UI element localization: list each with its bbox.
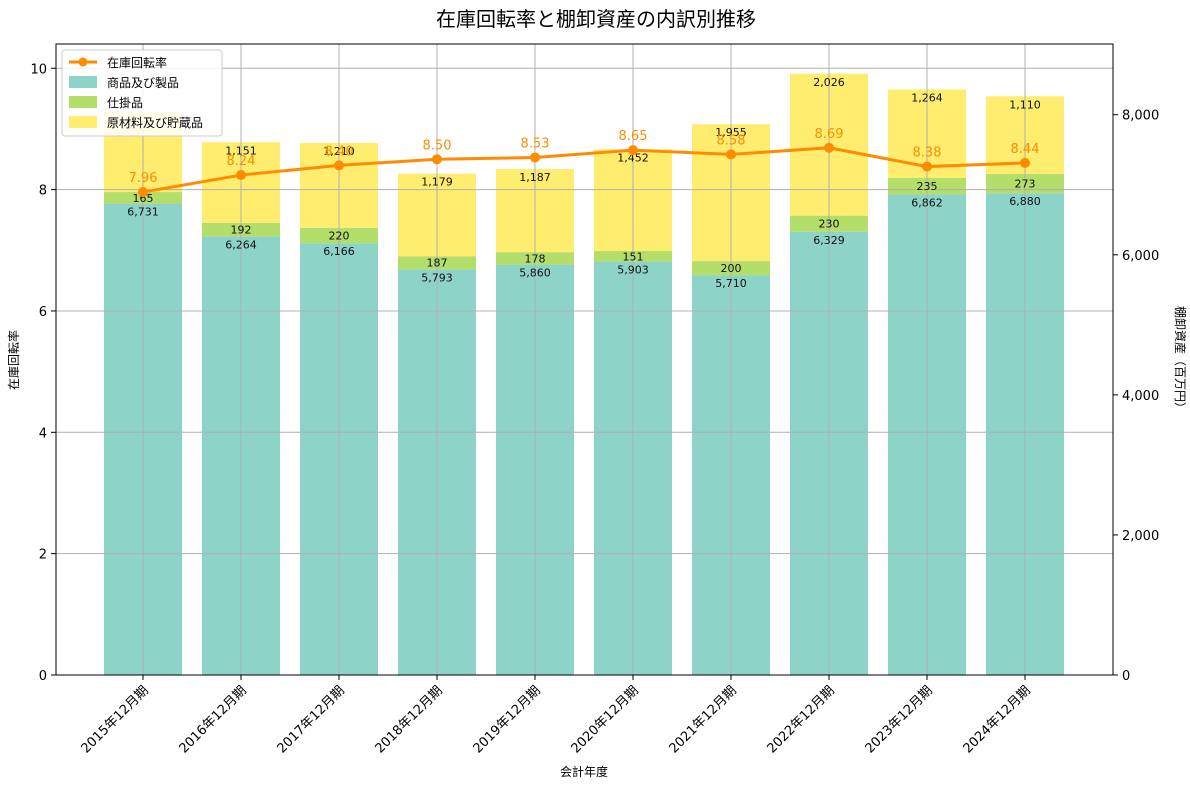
turnover-value-label: 8.44 (1011, 142, 1040, 157)
bar-value-label: 6,329 (813, 234, 845, 247)
bar-value-label: 230 (819, 218, 840, 231)
left-y-tick-label: 8 (39, 184, 47, 199)
right-y-axis-ticks: 0 2,000 4,000 6,000 8,000 (1113, 109, 1159, 684)
left-y-axis-label: 在庫回転率 (6, 330, 21, 390)
bar-value-label: 1,187 (519, 171, 551, 184)
bar-value-labels: 6,7311656,2641921,1516,1662201,2105,7931… (127, 76, 1041, 290)
turnover-value-label: 8.50 (423, 138, 452, 153)
left-y-tick-label: 4 (39, 426, 47, 441)
turnover-value-label: 7.96 (129, 171, 158, 186)
bar-value-label: 5,903 (617, 264, 649, 277)
legend-swatch (69, 96, 97, 108)
bar-value-label: 2,026 (813, 76, 845, 89)
right-y-tick-label: 0 (1122, 669, 1130, 684)
bar-value-label: 1,955 (715, 126, 747, 139)
bar-value-label: 6,731 (127, 206, 159, 219)
bar-value-label: 178 (525, 252, 546, 265)
turnover-line: 7.96 8.24 8.40 8.50 8.53 8.65 8.58 8.69 8.38 8.44 (129, 127, 1040, 198)
turnover-value-label: 8.65 (619, 129, 648, 144)
left-y-axis-ticks: 0 2 4 6 8 10 (30, 62, 56, 684)
bar-value-label: 165 (133, 192, 154, 205)
bar-value-label: 5,793 (421, 271, 453, 284)
legend-swatch-marker (78, 57, 88, 67)
right-y-tick-label: 8,000 (1122, 109, 1159, 124)
bar-value-label: 200 (721, 262, 742, 275)
bar-value-label: 1,210 (323, 145, 355, 158)
turnover-point (530, 152, 540, 163)
legend-label: 原材料及び貯蔵品 (107, 116, 203, 130)
legend-swatch (69, 116, 97, 128)
turnover-point (1020, 157, 1030, 168)
legend-label: 仕掛品 (107, 95, 143, 110)
turnover-point (824, 142, 834, 153)
turnover-value-label: 8.69 (815, 127, 844, 142)
left-y-tick-label: 0 (39, 669, 47, 684)
bar-value-label: 1,110 (1009, 98, 1041, 111)
turnover-value-label: 8.58 (717, 133, 746, 148)
turnover-point (334, 160, 344, 171)
bar-value-label: 1,151 (225, 144, 257, 157)
bar-value-label: 220 (329, 229, 350, 242)
right-y-tick-label: 6,000 (1122, 249, 1159, 264)
bar-value-label: 235 (917, 180, 938, 193)
turnover-value-label: 8.40 (325, 144, 354, 159)
legend-box (61, 49, 223, 137)
plot-frame (55, 43, 1114, 676)
turnover-point (432, 154, 442, 165)
turnover-line-path (142, 146, 1026, 194)
legend-swatch (69, 76, 97, 88)
right-y-tick-label: 4,000 (1122, 389, 1159, 404)
turnover-point (138, 187, 148, 198)
turnover-point (922, 161, 932, 172)
bar-value-label: 5,860 (519, 267, 551, 280)
x-axis-label: 会計年度 (560, 764, 608, 779)
right-y-axis-label: 棚卸資産（百万円） (1173, 306, 1188, 414)
bar-value-label: 151 (623, 250, 644, 263)
bar-value-label: 6,880 (1009, 195, 1041, 208)
legend-label: 在庫回転率 (107, 55, 167, 70)
bar-value-label: 187 (427, 257, 448, 270)
left-y-tick-label: 10 (30, 62, 47, 77)
turnover-point (628, 145, 638, 156)
bar-value-label: 1,264 (911, 91, 943, 104)
turnover-value-label: 8.38 (913, 146, 942, 161)
bar-value-label: 192 (231, 224, 252, 237)
legend-label: 商品及び製品 (107, 75, 179, 90)
left-y-tick-label: 6 (39, 305, 47, 320)
turnover-point (726, 149, 736, 160)
right-y-tick-label: 2,000 (1122, 529, 1159, 544)
bar-value-label: 6,166 (323, 245, 355, 258)
turnover-value-label: 8.53 (521, 136, 550, 151)
turnover-value-label: 8.24 (227, 154, 256, 169)
left-y-tick-label: 2 (39, 548, 47, 563)
turnover-point (236, 170, 246, 181)
bar-value-label: 1,179 (421, 176, 453, 189)
chart-title: 在庫回転率と棚卸資産の内訳別推移 (436, 7, 756, 31)
bar-value-label: 6,862 (911, 196, 943, 209)
bar-value-label: 5,710 (715, 277, 747, 290)
bar-value-label: 273 (1015, 178, 1036, 191)
bar-value-label: 6,264 (225, 238, 257, 251)
bar-value-label: 1,452 (617, 151, 649, 164)
